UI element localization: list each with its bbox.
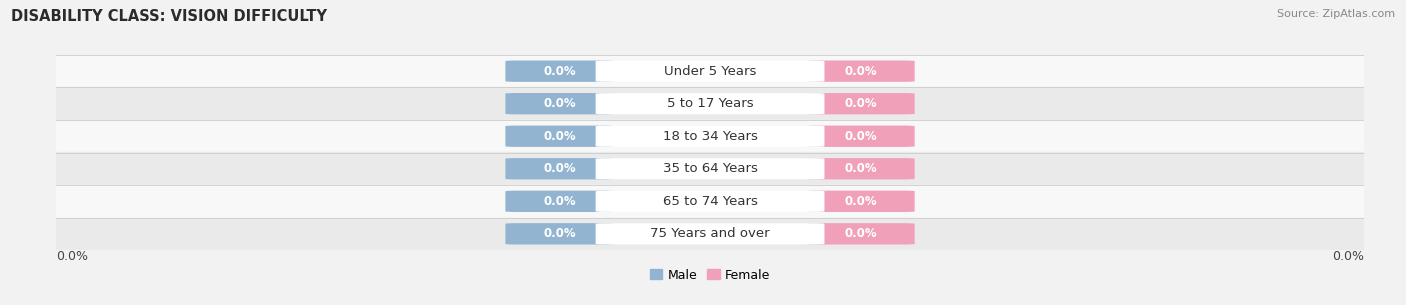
FancyBboxPatch shape xyxy=(806,93,915,114)
Text: 0.0%: 0.0% xyxy=(543,195,576,208)
Text: 0.0%: 0.0% xyxy=(543,130,576,143)
Text: 65 to 74 Years: 65 to 74 Years xyxy=(662,195,758,208)
Bar xyxy=(56,88,1364,120)
Text: 18 to 34 Years: 18 to 34 Years xyxy=(662,130,758,143)
Text: 0.0%: 0.0% xyxy=(844,65,877,78)
FancyBboxPatch shape xyxy=(596,223,824,244)
Bar xyxy=(56,217,1364,250)
Text: 0.0%: 0.0% xyxy=(543,65,576,78)
Text: 0.0%: 0.0% xyxy=(543,97,576,110)
Text: 0.0%: 0.0% xyxy=(543,162,576,175)
FancyBboxPatch shape xyxy=(505,158,614,179)
FancyBboxPatch shape xyxy=(596,126,824,147)
FancyBboxPatch shape xyxy=(596,61,824,82)
Text: 75 Years and over: 75 Years and over xyxy=(650,227,770,240)
Text: 0.0%: 0.0% xyxy=(844,97,877,110)
Text: 0.0%: 0.0% xyxy=(844,227,877,240)
Text: DISABILITY CLASS: VISION DIFFICULTY: DISABILITY CLASS: VISION DIFFICULTY xyxy=(11,9,328,24)
FancyBboxPatch shape xyxy=(505,126,614,147)
FancyBboxPatch shape xyxy=(505,93,614,114)
Text: 0.0%: 0.0% xyxy=(844,130,877,143)
Text: 0.0%: 0.0% xyxy=(844,162,877,175)
Bar xyxy=(56,152,1364,185)
FancyBboxPatch shape xyxy=(596,93,824,114)
Bar xyxy=(56,120,1364,152)
FancyBboxPatch shape xyxy=(505,60,614,82)
Text: 0.0%: 0.0% xyxy=(543,227,576,240)
Legend: Male, Female: Male, Female xyxy=(645,264,775,287)
Bar xyxy=(56,55,1364,88)
FancyBboxPatch shape xyxy=(806,158,915,179)
FancyBboxPatch shape xyxy=(505,191,614,212)
Text: Under 5 Years: Under 5 Years xyxy=(664,65,756,78)
Text: 35 to 64 Years: 35 to 64 Years xyxy=(662,162,758,175)
Text: 0.0%: 0.0% xyxy=(56,250,89,263)
FancyBboxPatch shape xyxy=(806,126,915,147)
Text: Source: ZipAtlas.com: Source: ZipAtlas.com xyxy=(1277,9,1395,19)
FancyBboxPatch shape xyxy=(596,158,824,179)
FancyBboxPatch shape xyxy=(806,223,915,245)
FancyBboxPatch shape xyxy=(596,191,824,212)
Text: 0.0%: 0.0% xyxy=(844,195,877,208)
Text: 0.0%: 0.0% xyxy=(1331,250,1364,263)
FancyBboxPatch shape xyxy=(806,60,915,82)
FancyBboxPatch shape xyxy=(505,223,614,245)
Text: 5 to 17 Years: 5 to 17 Years xyxy=(666,97,754,110)
Bar xyxy=(56,185,1364,217)
FancyBboxPatch shape xyxy=(806,191,915,212)
